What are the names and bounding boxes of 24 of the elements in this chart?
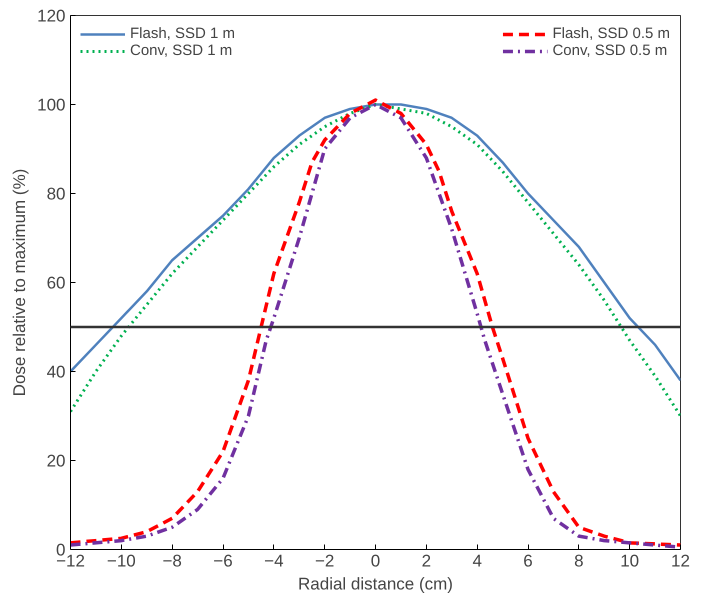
- y-tick-label: 100: [37, 96, 66, 114]
- y-tick-label: 60: [46, 274, 66, 292]
- x-axis-title: Radial distance (cm): [298, 574, 453, 594]
- x-tick-label: −4: [264, 552, 284, 570]
- legend-label: Flash, SSD 0.5 m: [552, 25, 670, 42]
- x-tick-label: 12: [671, 552, 690, 570]
- legend-label: Conv, SSD 0.5 m: [552, 42, 668, 59]
- x-tick-label: 0: [370, 552, 380, 570]
- y-tick-label: 40: [46, 362, 66, 382]
- y-tick-label: 80: [46, 184, 66, 204]
- x-tick-label: −10: [106, 552, 136, 570]
- x-tick-label: −8: [162, 552, 182, 570]
- y-axis-title: Dose relative to maximum (%): [10, 168, 30, 396]
- x-tick-label: 4: [472, 552, 482, 570]
- y-tick-label: 20: [46, 452, 66, 470]
- x-tick-label: −2: [314, 552, 334, 570]
- x-tick-label: 8: [574, 552, 584, 570]
- x-tick-label: 10: [620, 552, 640, 570]
- legend-label: Flash, SSD 1 m: [130, 25, 236, 42]
- x-tick-label: −6: [213, 552, 233, 570]
- y-tick-label: 120: [37, 6, 66, 26]
- x-tick-label: 6: [523, 552, 533, 570]
- legend-label: Conv, SSD 1 m: [130, 42, 232, 59]
- x-tick-label: 2: [422, 552, 432, 570]
